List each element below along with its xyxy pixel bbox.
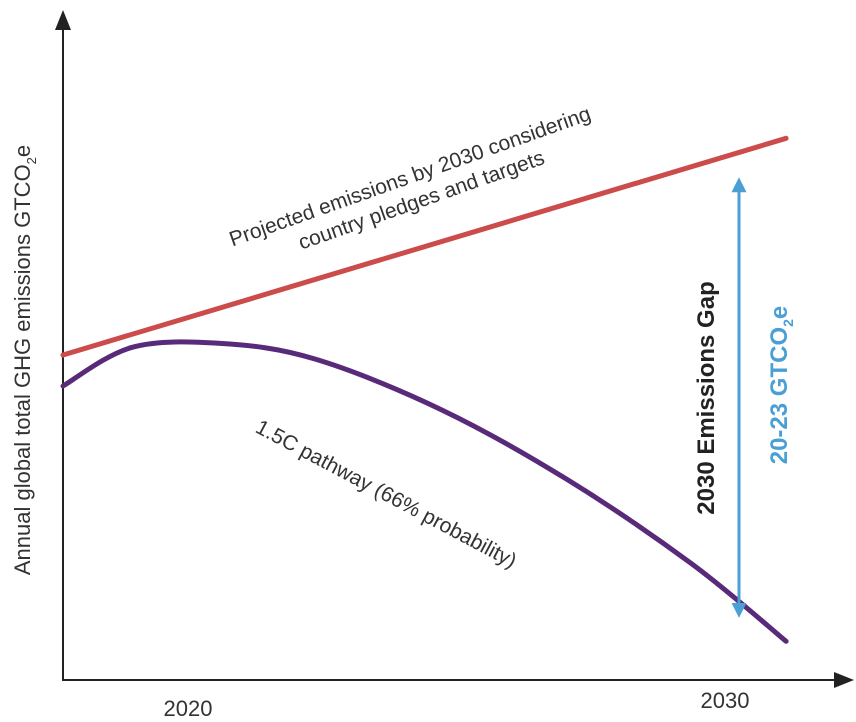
x-tick-label-2020: 2020 (164, 696, 213, 721)
emissions-gap-title: 2030 Emissions Gap (693, 281, 720, 514)
pathway-label: 1.5C pathway (66% probability) (252, 416, 520, 573)
pathway-1-5c-line (60, 339, 789, 644)
y-axis-label: Annual global total GHG emissions GTCO2e (10, 145, 39, 575)
y-axis-arrow-icon (55, 10, 71, 30)
x-tick-label-2030: 2030 (701, 688, 750, 713)
emissions-gap-value: 20-23 GTCO2e (766, 306, 796, 465)
projected-emissions-line (60, 135, 789, 358)
x-axis-arrow-icon (834, 672, 854, 688)
